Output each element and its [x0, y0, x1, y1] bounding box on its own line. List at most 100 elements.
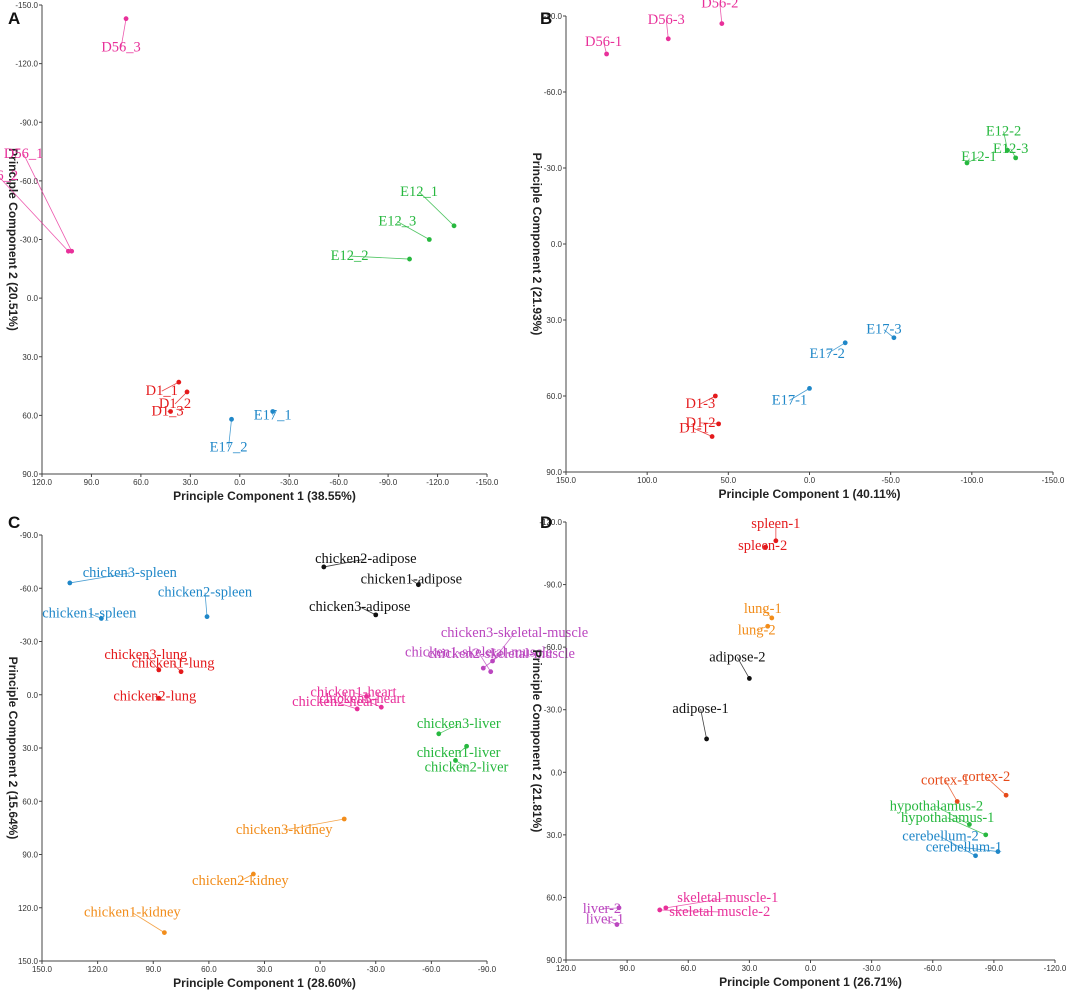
data-point	[176, 379, 182, 385]
x-tick-label: 100.0	[637, 476, 658, 485]
leader-line	[438, 723, 459, 735]
point-label: spleen-2	[738, 538, 787, 554]
y-tick-label: -30.0	[20, 236, 39, 245]
leader-line	[478, 652, 492, 672]
data-point	[765, 623, 771, 629]
y-tick-label: -90.0	[544, 581, 563, 590]
x-tick-label: -60.0	[924, 964, 943, 973]
data-point	[373, 612, 379, 618]
panel-label: C	[8, 513, 20, 532]
x-tick-label: 0.0	[805, 964, 817, 973]
point-label: E12-1	[961, 149, 996, 165]
data-point	[184, 389, 190, 395]
data-point	[763, 544, 769, 550]
data-point	[716, 421, 721, 427]
data-point	[704, 736, 709, 742]
data-point	[426, 237, 432, 242]
x-tick-label: 120.0	[556, 964, 577, 973]
y-tick-label: 30.0	[22, 744, 38, 753]
point-label: E17-1	[772, 392, 807, 408]
point-label: hypothalamus-2	[890, 798, 983, 814]
leader-line	[492, 632, 515, 662]
x-tick-label: -90.0	[985, 964, 1004, 973]
data-points: chicken2-adipose chicken1-adipose chicken3…	[42, 551, 588, 935]
y-tick-label: -30.0	[544, 706, 563, 715]
leader-line	[827, 342, 846, 355]
panel-c: 150.0 120.0 90.0 60.0 30.0 0.0 -30.0 -60.0 -90.0…	[6, 513, 588, 990]
panel-a: 120.0 90.0 60.0 30.0 0.0 -30.0 -60.0 -90.0 -120.…	[0, 1, 499, 503]
data-point	[616, 905, 622, 911]
data-point	[65, 248, 71, 254]
leader-line	[483, 653, 502, 669]
y-axis-title: Principle Component 2 (15.64%)	[6, 657, 20, 840]
y-tick-label: 0.0	[27, 294, 39, 303]
point-label: D1-3	[685, 396, 715, 412]
leader-line	[700, 395, 716, 405]
point-label: chicken2-liver	[425, 759, 509, 775]
leader-line	[963, 847, 998, 852]
y-axis-title: Principle Component 2 (21.81%)	[530, 650, 544, 833]
y-tick-label: -30.0	[20, 638, 39, 647]
point-label: chicken1-lung	[132, 656, 215, 672]
y-tick-label: 60.0	[22, 797, 38, 806]
y-tick-label: 0.0	[551, 240, 563, 249]
point-label: chicken1-spleen	[42, 605, 137, 621]
leader-line	[700, 708, 707, 739]
point-label: E17_2	[210, 439, 248, 455]
y-tick-label: -90.0	[20, 118, 39, 127]
point-label: E17-2	[809, 346, 844, 362]
point-label: chicken2-adipose	[315, 551, 416, 567]
x-tick-label: 120.0	[88, 965, 109, 974]
x-tick-label: -120.0	[426, 478, 449, 487]
point-label: chicken1-liver	[417, 745, 501, 761]
data-point	[488, 669, 494, 675]
axes: 120.0 90.0 60.0 30.0 0.0 -30.0 -60.0 -90.0 -120.…	[530, 518, 1067, 989]
y-tick-label: 30.0	[546, 316, 562, 325]
point-label: D1_2	[159, 396, 191, 412]
panel-label: B	[540, 9, 552, 28]
data-point	[604, 51, 609, 57]
y-tick-label: 0.0	[551, 768, 563, 777]
x-tick-label: -90.0	[478, 965, 497, 974]
x-tick-label: 90.0	[145, 965, 161, 974]
point-label: skeletal muscle-2	[669, 904, 770, 920]
data-point	[709, 434, 715, 439]
leader-line	[936, 806, 970, 825]
point-label: D1_3	[151, 403, 183, 419]
point-label: E17_1	[254, 407, 292, 423]
x-tick-label: 120.0	[32, 478, 53, 487]
data-point	[1003, 792, 1009, 798]
point-label: chicken1-heart	[310, 685, 396, 701]
leader-line	[161, 381, 179, 392]
data-point	[983, 832, 989, 838]
point-label: chicken1-skeletal-muscle	[405, 645, 552, 661]
data-point	[1013, 155, 1019, 161]
leader-line	[789, 388, 810, 401]
y-tick-label: -60.0	[20, 177, 39, 186]
leader-line	[69, 572, 130, 584]
x-tick-label: -120.0	[1044, 964, 1067, 973]
y-tick-label: -60.0	[544, 88, 563, 97]
point-label: skeletal muscle-1	[677, 890, 778, 906]
leader-line	[204, 592, 208, 617]
data-point	[321, 564, 327, 570]
x-tick-label: 150.0	[32, 965, 53, 974]
leader-line	[940, 836, 976, 857]
x-tick-label: 0.0	[315, 965, 327, 974]
point-label: adipose-1	[672, 701, 728, 717]
x-axis-title: Principle Component 1 (28.60%)	[173, 976, 356, 990]
y-tick-label: 60.0	[546, 893, 562, 902]
data-point	[378, 704, 384, 710]
x-tick-label: -30.0	[280, 478, 299, 487]
data-point	[270, 409, 276, 414]
data-point	[69, 248, 75, 254]
point-label: E12-2	[986, 123, 1021, 139]
data-point	[967, 822, 972, 827]
data-point	[842, 340, 848, 346]
point-label: D56-2	[701, 0, 738, 12]
point-label: D1-1	[679, 421, 709, 437]
leader-line	[323, 558, 366, 568]
leader-line	[335, 701, 358, 710]
data-point	[354, 706, 360, 712]
